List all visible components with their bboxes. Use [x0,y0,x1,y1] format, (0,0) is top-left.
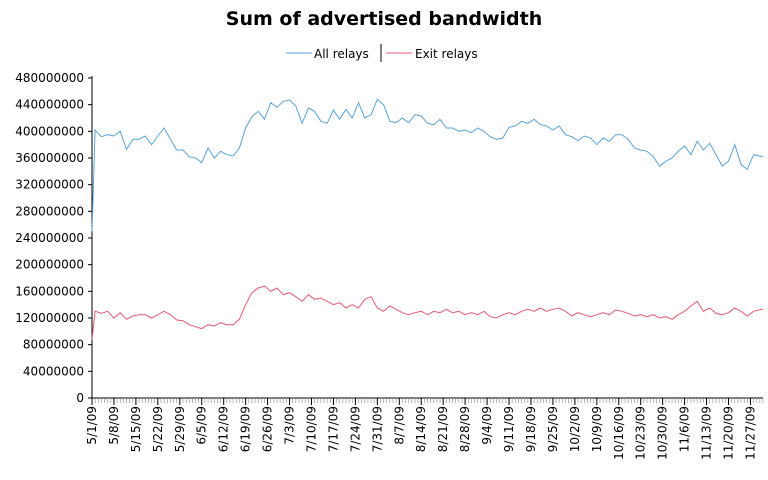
x-tick-label: 10/2/09 [568,406,582,452]
x-tick-label: 6/19/09 [239,406,253,452]
x-tick-label: 11/27/09 [743,406,757,460]
x-tick-label: 8/7/09 [392,406,406,445]
y-tick-label: 120000000 [15,311,84,325]
legend-label-all-relays: All relays [314,47,369,61]
x-tick-label: 10/16/09 [612,406,626,460]
y-tick-label: 200000000 [15,258,84,272]
x-tick-label: 10/9/09 [590,406,604,452]
series-lines [91,98,764,340]
x-tick-label: 7/24/09 [348,406,362,452]
x-tick-label: 8/28/09 [458,406,472,452]
x-tick-label: 9/11/09 [502,406,516,452]
y-tick-label: 440000000 [15,98,84,112]
y-tick-label: 0 [76,391,84,405]
x-tick-label: 9/25/09 [546,406,560,452]
x-tick-label: 6/26/09 [261,406,275,452]
x-tick-label: 11/6/09 [678,406,692,452]
x-tick-label: 5/1/09 [85,406,99,445]
x-tick-label: 7/17/09 [326,406,340,452]
x-tick-label: 5/8/09 [107,406,121,445]
x-tick-label: 8/21/09 [436,406,450,452]
x-tick-label: 5/29/09 [173,406,187,452]
series-line-exit-relays [91,285,764,340]
x-tick-label: 11/20/09 [722,406,736,460]
y-tick-label: 40000000 [23,364,84,378]
x-tick-label: 5/15/09 [129,406,143,452]
legend-label-exit-relays: Exit relays [415,47,478,61]
x-tick-label: 8/14/09 [414,406,428,452]
x-axis: 5/1/09 5/8/09 5/15/09 5/22/09 5/29/09 6/5/09 6… [85,397,764,460]
legend: All relays Exit relays [286,44,478,62]
y-tick-label: 480000000 [15,71,84,85]
x-tick-label: 11/13/09 [700,406,714,460]
chart-title: Sum of advertised bandwidth [225,8,543,30]
y-tick-label: 80000000 [23,338,84,352]
x-tick-label: 7/10/09 [304,406,318,452]
y-tick-label: 400000000 [15,124,84,138]
x-tick-label: 6/12/09 [217,406,231,452]
y-tick-label: 280000000 [15,204,84,218]
x-tick-label: 9/4/09 [480,406,494,445]
y-tick-label: 240000000 [15,231,84,245]
x-tick-label: 10/30/09 [656,406,670,460]
y-tick-label: 160000000 [15,284,84,298]
y-tick-label: 360000000 [15,151,84,165]
x-tick-label: 7/3/09 [283,406,297,445]
x-tick-label: 10/23/09 [634,406,648,460]
x-tick-label: 7/31/09 [370,406,384,452]
x-tick-label: 9/18/09 [524,406,538,452]
series-line-all-relays [91,98,764,232]
x-tick-label: 6/5/09 [195,406,209,445]
y-tick-label: 320000000 [15,178,84,192]
y-axis: 0 40000000 80000000 120000000 160000000 20000… [15,71,93,405]
x-tick-label: 5/22/09 [151,406,165,452]
